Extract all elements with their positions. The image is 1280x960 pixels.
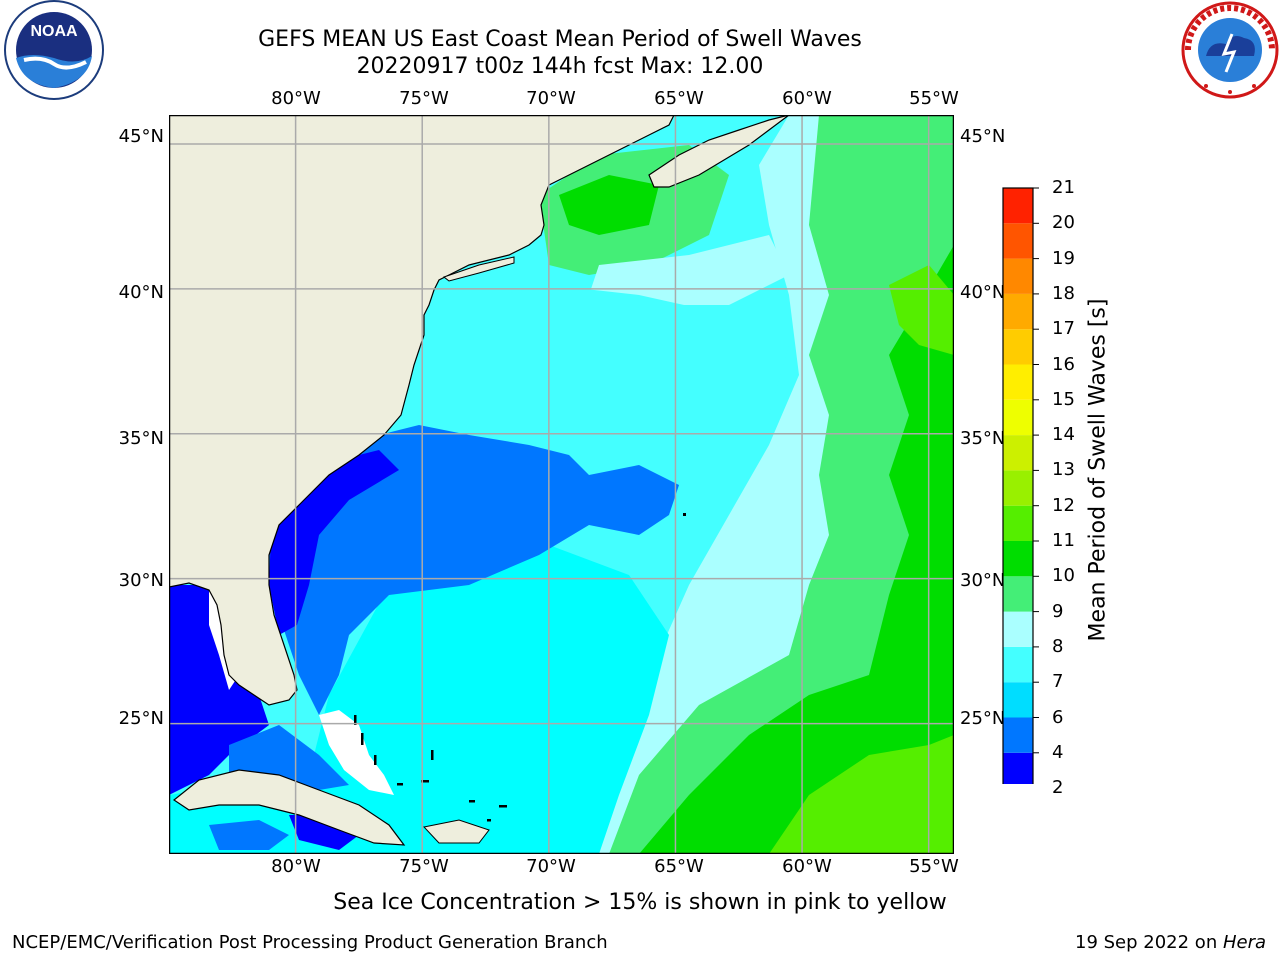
lat-label-right-25n: 25°N	[960, 708, 1006, 729]
colorbar-tick-label: 9	[1052, 600, 1064, 622]
colorbar-box	[1003, 752, 1033, 784]
footer-producer: NCEP/EMC/Verification Post Processing Pr…	[12, 932, 608, 953]
colorbar	[1002, 187, 1039, 784]
colorbar-tick-label: 7	[1052, 671, 1064, 693]
colorbar-box	[1003, 435, 1033, 471]
colorbar-tick-label: 2	[1052, 777, 1064, 799]
lon-label-bottom-55w: 55°W	[909, 856, 959, 877]
colorbar-tick-label: 11	[1052, 530, 1075, 551]
colorbar-title: Mean Period of Swell Waves [s]	[1085, 298, 1111, 642]
land-long-island	[442, 256, 515, 282]
colorbar-tick-label: 15	[1052, 388, 1075, 410]
colorbar-outline	[1002, 187, 1034, 784]
colorbar-box	[1003, 611, 1033, 647]
lat-label-right-35n: 35°N	[960, 428, 1006, 449]
lon-label-top-65w: 65°W	[654, 88, 704, 109]
sea-ice-caption: Sea Ice Concentration > 15% is shown in …	[333, 890, 947, 915]
field-9-10s-region-east	[639, 245, 954, 854]
lon-label-bottom-75w: 75°W	[399, 856, 449, 877]
land-nova-scotia	[648, 115, 790, 188]
map-frame	[169, 115, 954, 854]
lat-label-left-35n: 35°N	[118, 428, 164, 449]
colorbar-tick-label: 6	[1052, 706, 1064, 728]
field-10-11s-patch-se	[769, 735, 954, 854]
map-title-line2: 20220917 t00z 144h fcst Max: 12.00	[356, 54, 764, 79]
colorbar-boxes	[1002, 187, 1039, 784]
lat-label-left-45n: 45°N	[118, 126, 164, 147]
field-6-7s-central	[439, 285, 789, 445]
colorbar-tick-label: 19	[1052, 247, 1075, 269]
field-2-4s-southeast	[264, 425, 679, 715]
bahamas-banks-nodata	[319, 710, 394, 795]
lon-label-bottom-60w: 60°W	[782, 856, 832, 877]
land-cuba	[172, 769, 406, 846]
colorbar-tick-label: 20	[1052, 212, 1075, 234]
lon-label-bottom-65w: 65°W	[654, 856, 704, 877]
nws-logo	[1181, 1, 1279, 99]
bermuda	[683, 513, 686, 516]
colorbar-box	[1003, 329, 1033, 365]
lon-label-bottom-70w: 70°W	[526, 856, 576, 877]
field-2-4s-caribbean-patch	[209, 820, 289, 850]
field-4-6s-band	[309, 545, 669, 854]
lat-label-left-40n: 40°N	[118, 282, 164, 303]
colorbar-tick-label: 8	[1052, 635, 1064, 657]
footer-machine: Hera	[1222, 932, 1266, 953]
colorbar-tick-label: 18	[1052, 282, 1075, 304]
colorbar-box	[1003, 364, 1033, 400]
colorbar-tick-label: 10	[1052, 565, 1075, 587]
lon-label-top-70w: 70°W	[526, 88, 576, 109]
colorbar-box	[1003, 541, 1033, 577]
bahamas-islands	[354, 715, 507, 822]
lat-label-right-30n: 30°N	[960, 570, 1006, 591]
colorbar-box	[1003, 399, 1033, 436]
lon-label-bottom-80w: 80°W	[271, 856, 321, 877]
field-8-9s-region-east	[609, 115, 954, 854]
lon-label-top-75w: 75°W	[399, 88, 449, 109]
colorbar-box	[1003, 682, 1033, 718]
footer-date: 19 Sep 2022 on Hera	[1075, 932, 1266, 953]
lat-label-left-30n: 30°N	[118, 570, 164, 591]
colorbar-box	[1003, 717, 1033, 753]
lon-label-top-55w: 55°W	[909, 88, 959, 109]
field-10-11s-patch-ne	[889, 265, 954, 355]
map-title-line1: GEFS MEAN US East Coast Mean Period of S…	[258, 27, 862, 52]
colorbar-tick-label: 21	[1052, 177, 1075, 198]
colorbar-tick-label: 4	[1052, 741, 1064, 763]
lon-label-top-60w: 60°W	[782, 88, 832, 109]
footer-date-text: 19 Sep 2022 on	[1075, 932, 1223, 953]
land-hispaniola	[423, 819, 490, 844]
colorbar-tick-label: 14	[1052, 424, 1075, 446]
field-7-8s-slope	[589, 235, 789, 305]
lat-label-right-40n: 40°N	[960, 282, 1006, 303]
noaa-logo-text: NOAA	[30, 23, 78, 40]
lat-label-left-25n: 25°N	[118, 708, 164, 729]
colorbar-box	[1003, 223, 1033, 259]
colorbar-box	[1003, 646, 1033, 683]
field-9-10s-gulf-of-maine	[559, 175, 659, 235]
colorbar-box	[1003, 188, 1033, 224]
colorbar-tick-label: 16	[1052, 353, 1075, 375]
colorbar-box	[1003, 470, 1033, 506]
colorbar-tick-label: 17	[1052, 318, 1075, 340]
colorbar-box	[1003, 576, 1033, 612]
swell-period-map	[169, 115, 954, 854]
colorbar-box	[1003, 293, 1033, 330]
colorbar-box	[1003, 505, 1033, 541]
noaa-logo: NOAA	[4, 0, 104, 100]
map-graticule	[169, 115, 954, 854]
colorbar-box	[1003, 258, 1033, 294]
lat-label-right-45n: 45°N	[960, 126, 1006, 147]
colorbar-tick-label: 13	[1052, 459, 1075, 481]
colorbar-tick-label: 12	[1052, 494, 1075, 516]
lon-label-top-80w: 80°W	[271, 88, 321, 109]
